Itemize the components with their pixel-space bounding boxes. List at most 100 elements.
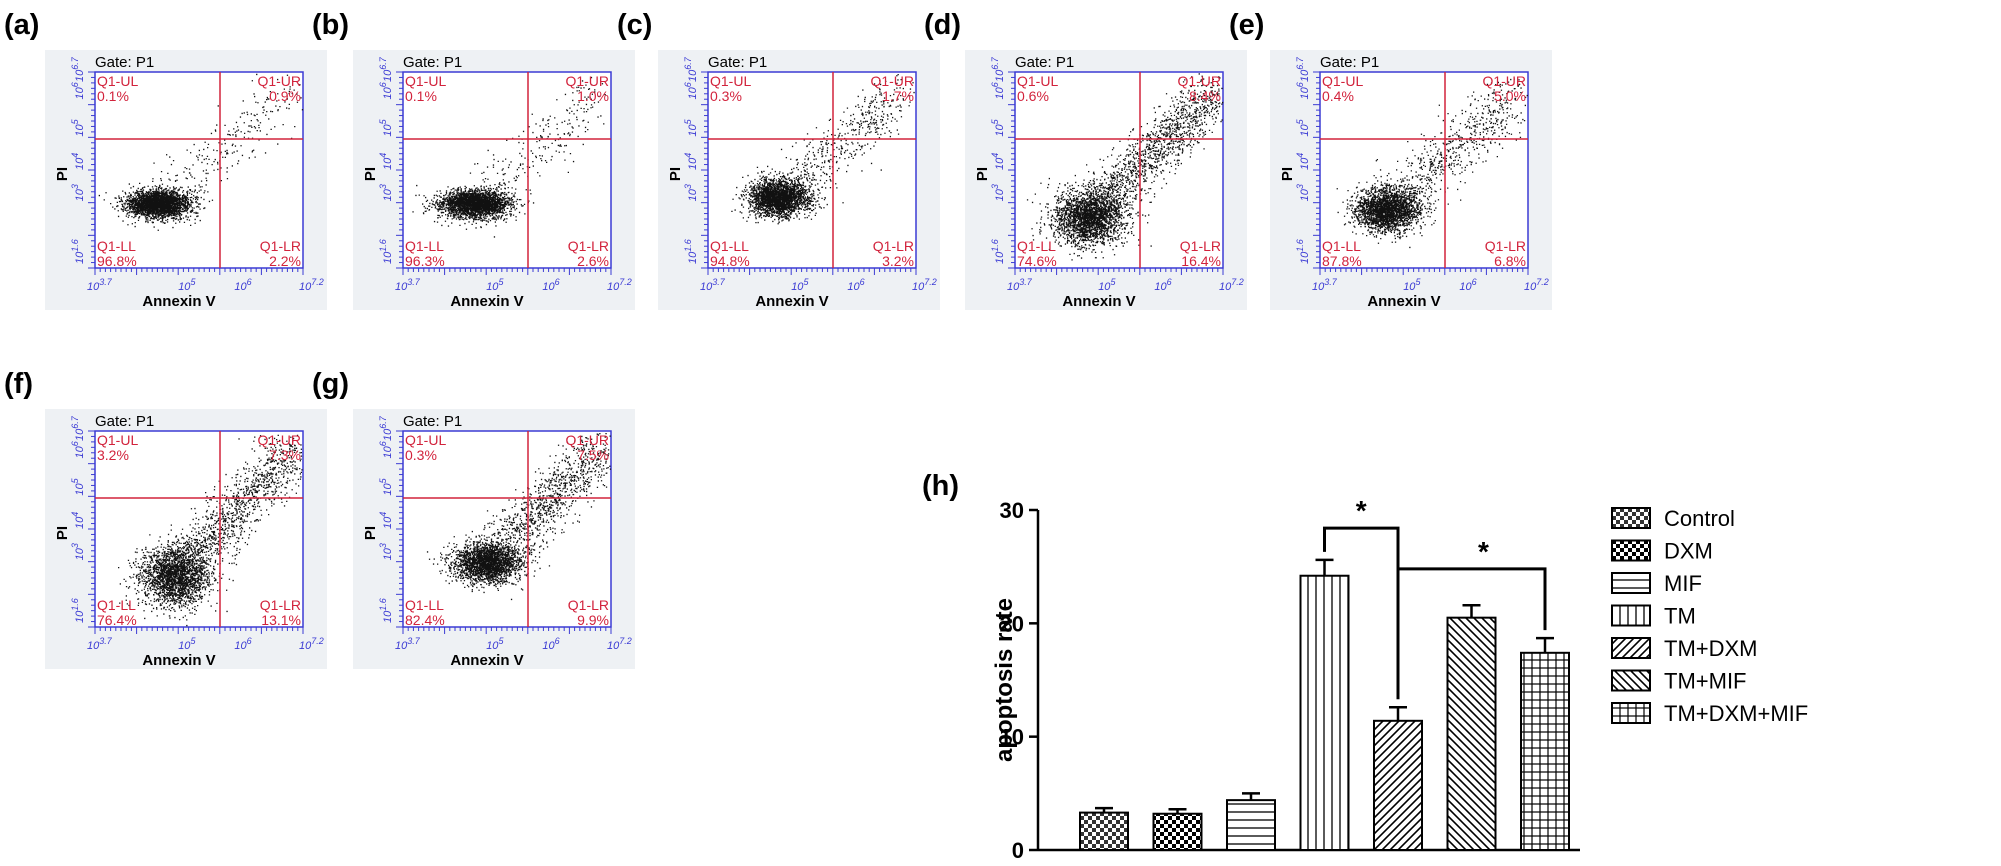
quadrant-ll-name: Q1-LL (710, 238, 749, 254)
tick-label: 104 (70, 512, 86, 529)
legend-swatch (1611, 637, 1651, 659)
tick-label: 105 (1295, 118, 1311, 136)
event-dots (412, 76, 606, 238)
axis-ticks (396, 430, 612, 634)
event-dots (731, 74, 915, 225)
tick-label: 103.7 (87, 636, 113, 652)
panel-label: (f) (4, 368, 33, 400)
tick-label: 106 (990, 82, 1006, 99)
plot-area (402, 430, 612, 628)
quadrant-ll-value: 74.6% (1017, 253, 1057, 269)
quadrant-ur-value: 0.9% (269, 88, 301, 104)
y-tick-label: 20 (1000, 611, 1024, 636)
tick-label: 106 (847, 277, 864, 293)
quadrant-ul-name: Q1-UL (1017, 73, 1058, 89)
event-dot-cloud (1336, 78, 1528, 249)
significance-star: * (1478, 536, 1489, 567)
legend-swatch (1611, 669, 1651, 692)
plot-area (402, 71, 612, 269)
axis-ticks (1008, 71, 1224, 275)
event-dots (118, 434, 303, 627)
tick-label: 106.7 (70, 56, 86, 82)
axis-ticks (88, 71, 304, 275)
tick-label: 105 (378, 477, 394, 495)
tick-label: 104 (683, 153, 699, 170)
gate-label: Gate: P1 (708, 54, 767, 71)
legend-label: TM (1664, 604, 1696, 629)
gate-label: Gate: P1 (403, 413, 462, 430)
event-dot-cloud (731, 74, 915, 225)
legend-label: TM+MIF (1664, 669, 1747, 694)
tick-label: 104 (990, 153, 1006, 170)
x-axis-label: Annexin V (1367, 293, 1440, 310)
x-axis-label: Annexin V (755, 293, 828, 310)
quadrant-lr-value: 16.4% (1181, 253, 1221, 269)
gate-label: Gate: P1 (95, 54, 154, 71)
panel-label: (b) (312, 9, 349, 41)
gate-label: Gate: P1 (1320, 54, 1379, 71)
panel-label: (h) (922, 470, 959, 502)
panel-label: (g) (312, 368, 349, 400)
tick-label: 106.7 (1295, 56, 1311, 82)
quadrant-ur-value: 7.3% (269, 447, 301, 463)
tick-label: 103 (378, 184, 394, 201)
bar-mif (1226, 799, 1276, 852)
quadrant-lr-name: Q1-LR (873, 238, 914, 254)
quadrant-ll-name: Q1-LL (405, 597, 444, 613)
tick-label: 105 (486, 277, 504, 293)
tick-label: 103 (70, 184, 86, 201)
tick-label: 103.7 (395, 277, 421, 293)
bar-control (1079, 811, 1129, 851)
event-dots (426, 433, 612, 601)
legend-swatch (1611, 702, 1651, 724)
axis-ticks (88, 430, 304, 634)
tick-label: 105 (378, 118, 394, 136)
quadrant-ll-value: 82.4% (405, 612, 445, 628)
quadrant-ur-value: 1.0% (577, 88, 609, 104)
bar-tm-dxm (1373, 719, 1423, 851)
quadrant-lr-name: Q1-LR (1180, 238, 1221, 254)
y-axis-label: PI (54, 526, 71, 540)
y-axis-label: PI (362, 526, 379, 540)
tick-label: 101.6 (378, 239, 394, 264)
event-dot-cloud (1026, 73, 1224, 261)
tick-label: 107.2 (607, 636, 632, 652)
quadrant-ul-name: Q1-UL (1322, 73, 1363, 89)
tick-label: 106 (542, 277, 559, 293)
tick-label: 103.7 (87, 277, 113, 293)
y-tick-label: 30 (1000, 498, 1024, 523)
plot-area (1319, 71, 1529, 269)
bar-tm-mif (1446, 616, 1497, 852)
axis-ticks (701, 71, 917, 275)
quadrant-ll-value: 76.4% (97, 612, 137, 628)
tick-label: 103.7 (395, 636, 421, 652)
legend-label: TM+DXM+MIF (1664, 701, 1808, 726)
tick-label: 105 (683, 118, 699, 136)
bar-tm (1299, 574, 1350, 851)
x-axis-label: Annexin V (142, 652, 215, 669)
tick-label: 103 (990, 184, 1006, 201)
quadrant-ur-value: 8.4% (1189, 88, 1221, 104)
significance-bracket (1398, 567, 1547, 631)
quadrant-lr-value: 6.8% (1494, 253, 1526, 269)
tick-label: 106 (542, 636, 559, 652)
tick-label: 104 (1295, 153, 1311, 170)
event-dot-cloud (412, 76, 606, 238)
tick-label: 106 (1459, 277, 1476, 293)
quadrant-lr-value: 9.9% (577, 612, 609, 628)
tick-label: 106 (70, 441, 86, 458)
quadrant-ur-name: Q1-UR (565, 432, 609, 448)
tick-label: 106 (378, 82, 394, 99)
tick-label: 103.7 (1007, 277, 1033, 293)
quadrant-ul-name: Q1-UL (710, 73, 751, 89)
y-axis-label: apoptosis rate (991, 598, 1018, 762)
panel-label: (a) (4, 9, 39, 41)
legend-label: TM+DXM (1664, 636, 1758, 661)
panel-label: (e) (1229, 9, 1264, 41)
significance-bracket (1323, 526, 1400, 700)
tick-label: 103.7 (1312, 277, 1338, 293)
